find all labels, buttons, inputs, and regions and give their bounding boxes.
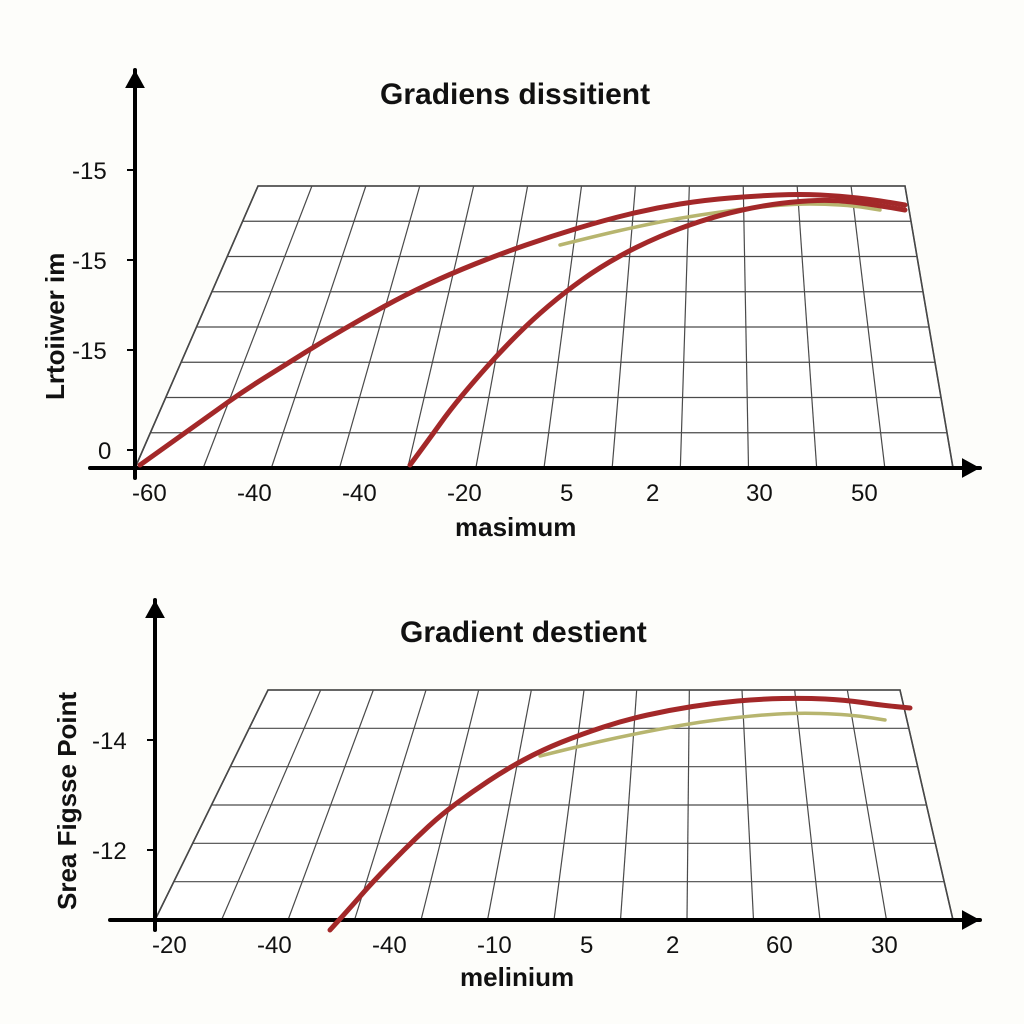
top-xtick-1: -40 [237, 480, 272, 508]
top-xtick-5: 2 [646, 480, 659, 508]
bot-xtick-3: -10 [477, 932, 512, 960]
top-chart-title: Gradiens dissitient [380, 78, 650, 112]
top-xtick-2: -40 [342, 480, 377, 508]
bot-xtick-2: -40 [372, 932, 407, 960]
bottom-chart-ylabel: Srea Figsse Point [52, 692, 83, 910]
bot-ytick-0: -12 [92, 838, 127, 866]
figure-page: Gradiens dissitient Lrtoiiwer im masimum… [0, 0, 1024, 1024]
bot-xtick-1: -40 [257, 932, 292, 960]
top-ytick-2: -15 [72, 248, 107, 276]
bottom-chart-title: Gradient destient [400, 616, 647, 650]
bottom-chart-xlabel: melinium [460, 962, 574, 993]
bot-ytick-1: -14 [92, 728, 127, 756]
top-xtick-0: -60 [132, 480, 167, 508]
bot-xtick-5: 2 [666, 932, 679, 960]
top-chart: Gradiens dissitient Lrtoiiwer im masimum… [0, 20, 1024, 540]
top-ytick-0: 0 [98, 438, 111, 466]
bot-xtick-7: 30 [871, 932, 898, 960]
bottom-chart: Gradient destient Srea Figsse Point meli… [0, 560, 1024, 990]
top-chart-ylabel: Lrtoiiwer im [40, 253, 71, 400]
top-xtick-7: 50 [851, 480, 878, 508]
bot-xtick-6: 60 [766, 932, 793, 960]
top-xtick-3: -20 [447, 480, 482, 508]
top-ytick-3: -15 [72, 158, 107, 186]
bot-xtick-4: 5 [580, 932, 593, 960]
bot-xtick-0: -20 [152, 932, 187, 960]
top-ytick-1: -15 [72, 338, 107, 366]
top-xtick-4: 5 [560, 480, 573, 508]
top-chart-xlabel: masimum [455, 512, 576, 543]
top-xtick-6: 30 [746, 480, 773, 508]
